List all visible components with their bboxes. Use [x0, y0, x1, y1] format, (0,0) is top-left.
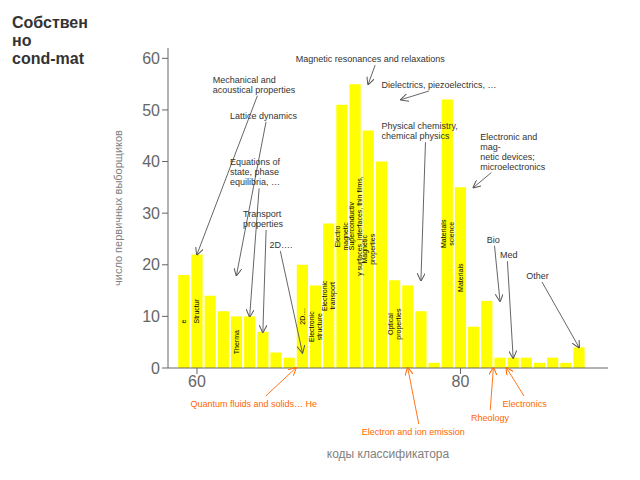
svg-text:Magneticproperties: Magneticproperties	[361, 233, 377, 265]
svg-text:число первичных выборщиков: число первичных выборщиков	[112, 130, 124, 286]
svg-text:коды классификатора: коды классификатора	[327, 447, 450, 461]
svg-text:80: 80	[452, 373, 470, 390]
svg-text:30: 30	[142, 205, 160, 222]
svg-text:cond-mat: cond-mat	[12, 50, 85, 67]
svg-text:Dielectrics, piezoelectrics, …: Dielectrics, piezoelectrics, …	[381, 80, 496, 90]
svg-text:Equations ofstate, phaseequili: Equations ofstate, phaseequilibria, …	[230, 157, 281, 187]
svg-text:Mechanical andacoustical prope: Mechanical andacoustical properties	[213, 75, 296, 95]
svg-text:Transportproperties: Transportproperties	[243, 209, 284, 229]
svg-text:60: 60	[142, 50, 160, 67]
svg-text:но: но	[12, 32, 32, 49]
svg-text:Physical chemistry,chemical ph: Physical chemistry,chemical physics	[381, 121, 457, 141]
svg-text:Rheology: Rheology	[471, 413, 510, 423]
svg-text:10: 10	[142, 308, 160, 325]
svg-text:e: e	[180, 320, 187, 324]
svg-text:Therma: Therma	[233, 330, 240, 354]
svg-text:Materials: Materials	[457, 263, 464, 292]
svg-text:2D….: 2D….	[269, 240, 292, 250]
svg-text:0: 0	[151, 360, 160, 377]
svg-text:Electronic andmag-netic device: Electronic andmag-netic devices;microele…	[480, 132, 546, 172]
svg-text:20: 20	[142, 256, 160, 273]
svg-text:Opticalproperties: Opticalproperties	[387, 308, 403, 340]
svg-text:60: 60	[188, 373, 206, 390]
svg-text:Electron and ion emission: Electron and ion emission	[362, 427, 465, 437]
svg-text:Lattice dynamics: Lattice dynamics	[230, 111, 298, 121]
svg-text:50: 50	[142, 102, 160, 119]
svg-text:Other: Other	[526, 271, 549, 281]
svg-text:Electronics: Electronics	[503, 399, 548, 409]
svg-text:Superconductivy surfaces, inte: Superconductivy surfaces, interfaces, th…	[348, 176, 364, 276]
svg-text:40: 40	[142, 153, 160, 170]
svg-text:Med: Med	[500, 250, 518, 260]
svg-text:Magnetic resonances and relaxa: Magnetic resonances and relaxations	[296, 54, 446, 64]
svg-text:2D....: 2D....	[299, 308, 306, 325]
svg-text:Bio: Bio	[487, 235, 500, 245]
svg-text:Electronictransport: Electronictransport	[321, 280, 337, 311]
svg-text:Structur: Structur	[193, 298, 200, 323]
svg-text:Electromagnetic: Electromagnetic	[334, 222, 350, 251]
svg-text:Собствен: Собствен	[12, 14, 88, 31]
svg-text:Materialsscience: Materialsscience	[440, 219, 455, 248]
svg-text:Quantum fluids and solids… He: Quantum fluids and solids… He	[190, 399, 317, 409]
svg-text:Electronicstructure: Electronicstructure	[308, 311, 323, 342]
